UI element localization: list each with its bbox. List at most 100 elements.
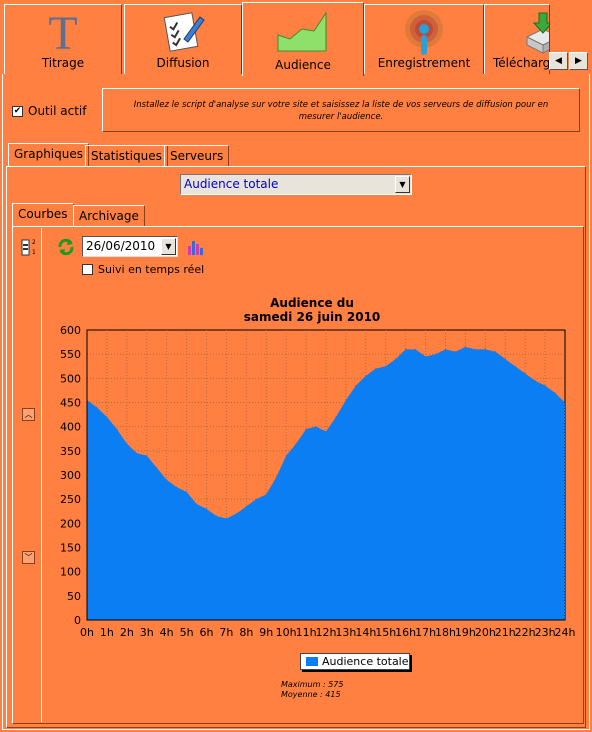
data-point — [225, 517, 228, 520]
data-point — [255, 498, 257, 500]
y-tick-label: 400 — [60, 421, 81, 434]
legend-label: Audience totale — [322, 655, 409, 668]
x-tick-label: 24h — [555, 626, 576, 639]
y-tick-label: 600 — [60, 324, 81, 337]
tab-statistiques[interactable]: Statistiques — [85, 145, 168, 167]
svg-text:1: 1 — [32, 249, 35, 256]
scroll-left-button[interactable]: ◀ — [549, 52, 568, 70]
tool-active-label: Outil actif — [28, 104, 87, 118]
data-point — [305, 428, 307, 430]
data-point — [235, 513, 237, 515]
data-point — [385, 365, 387, 367]
y-tick-label: 50 — [67, 590, 81, 603]
svg-text:T: T — [48, 9, 77, 55]
x-tick-label: 3h — [140, 626, 154, 639]
tab-courbes[interactable]: Courbes — [12, 203, 74, 227]
audience-chart: 0 50 100 150 200 250 300 350 400 450 500 550 600 0h 1h… — [60, 324, 576, 639]
data-point — [444, 348, 447, 350]
y-tick-label: 250 — [60, 493, 81, 506]
data-point — [106, 416, 108, 418]
data-point — [265, 493, 267, 495]
tab-enregistrement[interactable]: Enregistrement — [364, 4, 484, 74]
audience-panel — [2, 74, 590, 730]
chart-title: Audience du samedi 26 juin 2010 — [200, 296, 424, 324]
x-tick-label: 19h — [455, 626, 476, 639]
tab-graphiques[interactable]: Graphiques — [8, 143, 89, 167]
top-tab-bar: T Titrage Diffusion Audience — [0, 0, 592, 76]
data-point — [126, 442, 128, 445]
data-point — [355, 384, 357, 387]
x-tick-label: 12h — [316, 626, 337, 639]
date-picker[interactable]: 26/06/2010 ▼ — [82, 236, 178, 257]
scroll-down-button[interactable]: ﹀ — [22, 551, 35, 564]
stat-maximum: Maximum : 575 — [281, 680, 344, 689]
x-tick-label: 20h — [475, 626, 496, 639]
x-tick-label: 16h — [395, 626, 416, 639]
data-point — [365, 375, 367, 377]
data-point — [96, 406, 98, 408]
scroll-up-button[interactable]: ︿ — [22, 408, 35, 421]
tool-active-checkbox[interactable]: ✔ Outil actif — [12, 104, 86, 118]
tab-audience[interactable]: Audience — [242, 2, 364, 76]
y-tick-label: 450 — [60, 397, 81, 410]
realtime-checkbox[interactable]: Suivi en temps réel — [82, 263, 204, 276]
data-point — [275, 476, 277, 479]
x-tick-label: 11h — [296, 626, 317, 639]
legend-swatch — [306, 657, 318, 666]
info-text-box: Installez le script d'analyse sur votre … — [102, 88, 580, 132]
series-area-audience-totale — [87, 346, 565, 620]
chart-stats: Maximum : 575 Moyenne : 415 — [281, 680, 343, 700]
data-point — [484, 348, 486, 350]
data-point — [464, 346, 467, 348]
x-tick-label: 2h — [120, 626, 134, 639]
tab-serveurs[interactable]: Serveurs — [164, 145, 230, 167]
tab-scroll-arrows: ◀ ▶ — [549, 52, 589, 70]
audience-select[interactable]: Audience totale ▼ — [180, 174, 412, 195]
data-point — [544, 384, 546, 387]
x-tick-label: 17h — [415, 626, 436, 639]
data-point — [315, 426, 317, 428]
refresh-icon[interactable] — [57, 238, 75, 259]
data-point — [285, 455, 287, 457]
x-tick-label: 22h — [515, 626, 536, 639]
data-point — [395, 358, 397, 360]
checkbox[interactable] — [82, 264, 93, 275]
data-point — [514, 365, 516, 367]
data-point — [156, 467, 158, 469]
bar-chart-icon[interactable] — [186, 238, 204, 259]
tab-label: Enregistrement — [377, 56, 471, 70]
data-point — [136, 452, 138, 454]
data-point — [345, 399, 347, 401]
tab-diffusion[interactable]: Diffusion — [124, 4, 242, 74]
broadcast-antenna-icon — [400, 9, 448, 62]
data-point — [375, 368, 377, 370]
data-point — [504, 358, 506, 360]
x-tick-label: 14h — [355, 626, 376, 639]
x-tick-label: 15h — [375, 626, 396, 639]
x-tick-label: 7h — [219, 626, 233, 639]
svg-text:2: 2 — [32, 239, 35, 246]
tab-label: Titrage — [41, 56, 85, 70]
data-point — [405, 348, 407, 350]
chevron-down-icon[interactable]: ▼ — [161, 238, 176, 255]
chevron-down-icon[interactable]: ▼ — [395, 176, 410, 193]
data-point — [185, 491, 188, 493]
data-point — [325, 430, 327, 433]
y-tick-label: 300 — [60, 469, 81, 482]
checkbox[interactable]: ✔ — [12, 105, 23, 117]
x-tick-label: 21h — [495, 626, 516, 639]
x-tick-label: 6h — [200, 626, 214, 639]
y-tick-label: 200 — [60, 517, 81, 530]
data-point — [195, 503, 198, 505]
tab-telechargement[interactable]: Téléchargement — [484, 4, 550, 74]
x-tick-label: 5h — [180, 626, 194, 639]
chart-legend: Audience totale — [300, 653, 410, 670]
data-point — [434, 353, 437, 355]
title-t-icon: T — [43, 7, 83, 60]
tab-archivage[interactable]: Archivage — [73, 205, 145, 227]
scroll-right-button[interactable]: ▶ — [569, 52, 588, 70]
tab-titrage[interactable]: T Titrage — [4, 4, 122, 74]
data-point — [474, 348, 476, 350]
